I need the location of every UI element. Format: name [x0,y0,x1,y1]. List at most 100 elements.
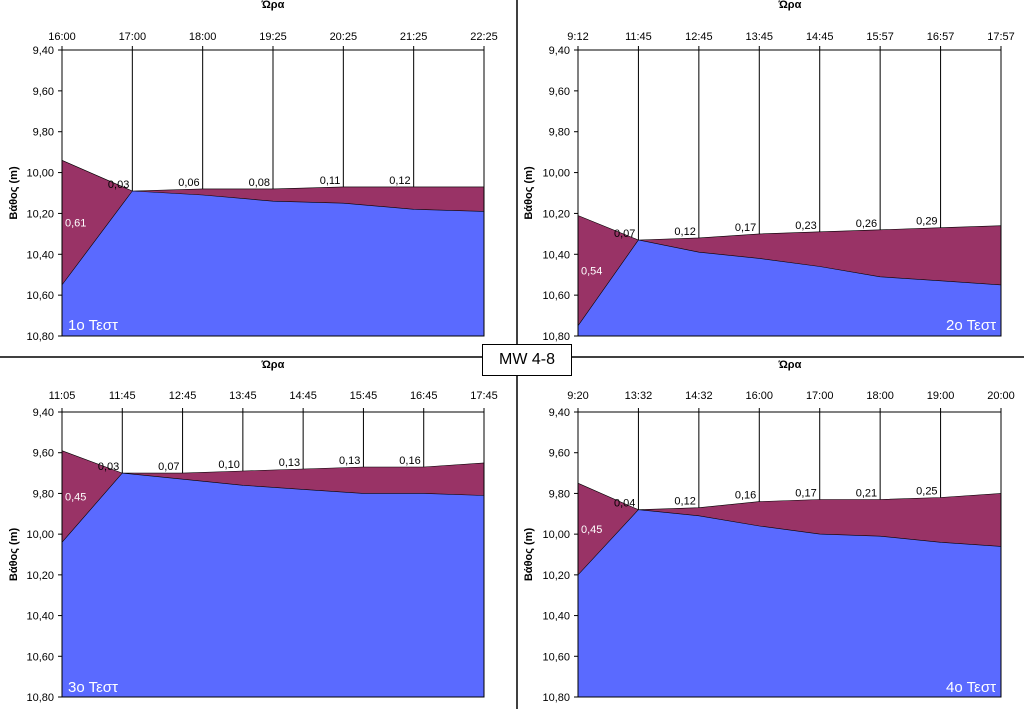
y-tick-label: 10,80 [26,331,54,343]
x-tick-label: 18:00 [866,390,894,402]
data-label: 0,61 [65,218,86,230]
x-axis-title: Ώρα [261,359,285,371]
y-tick-label: 9,60 [549,86,570,98]
y-tick-label: 10,60 [26,651,54,663]
data-label: 0,16 [399,455,420,467]
data-label: 0,04 [614,498,635,510]
data-label: 0,12 [674,496,695,508]
x-tick-label: 20:25 [330,31,358,43]
data-label: 0,03 [108,179,129,191]
data-label: 0,54 [581,266,602,278]
y-tick-label: 9,40 [33,45,54,57]
data-label: 0,16 [735,490,756,502]
x-tick-label: 22:25 [470,31,498,43]
y-tick-label: 10,20 [542,208,570,220]
x-axis-title: Ώρα [261,0,285,11]
x-tick-label: 11:45 [109,390,136,402]
y-tick-label: 9,40 [549,45,570,57]
data-label: 0,08 [249,177,270,189]
y-tick-label: 10,60 [542,290,570,302]
chart-title: 3ο Τεστ [68,679,118,696]
x-tick-label: 13:45 [229,390,257,402]
x-tick-label: 12:45 [685,31,713,43]
data-label: 0,21 [856,488,877,500]
water-area [62,191,484,336]
chart-title: 2ο Τεστ [946,317,996,334]
data-label: 0,10 [218,459,239,471]
data-label: 0,25 [916,486,937,498]
data-label: 0,13 [279,457,300,469]
x-tick-label: 17:00 [806,390,834,402]
chart-3: 9,40 9,60 9,80 10,00 10,20 10,40 10,60 10,80 11:… [8,359,498,704]
y-tick-label: 9,40 [33,407,54,419]
x-tick-label: 13:45 [746,31,774,43]
water-area [62,473,484,697]
data-label: 0,13 [339,455,360,467]
y-tick-label: 10,60 [26,290,54,302]
data-label: 0,17 [795,488,816,500]
y-tick-label: 10,40 [542,611,570,623]
y-tick-label: 9,60 [33,448,54,460]
y-tick-label: 9,40 [549,407,570,419]
data-label: 0,07 [614,228,635,240]
plot-frame [577,49,1002,337]
water-area [578,240,1001,336]
data-label: 0,06 [178,177,199,189]
water-area [578,509,1001,697]
x-tick-label: 14:45 [289,390,317,402]
data-label: 0,11 [320,175,341,187]
x-tick-label: 13:32 [625,390,653,402]
x-tick-label: 19:00 [927,390,955,402]
page-label-badge: MW 4-8 [482,344,572,376]
chart-2: 9,40 9,60 9,80 10,00 10,20 10,40 10,60 10,80 9:1… [523,0,1015,343]
x-tick-label: 16:57 [927,31,955,43]
x-tick-label: 21:25 [400,31,428,43]
data-label: 0,45 [581,524,602,536]
x-tick-label: 20:00 [987,390,1015,402]
chart-title: 4ο Τεστ [946,679,996,696]
y-tick-label: 10,40 [26,249,54,261]
y-tick-label: 9,60 [549,448,570,460]
y-tick-label: 10,00 [542,168,570,180]
data-label: 0,07 [158,461,179,473]
x-tick-label: 9:20 [567,390,588,402]
x-tick-label: 11:05 [49,390,76,402]
y-tick-label: 10,20 [26,570,54,582]
y-tick-label: 10,00 [26,529,54,541]
plot-frame [577,411,1002,698]
y-tick-label: 10,60 [542,651,570,663]
x-tick-label: 15:45 [350,390,378,402]
x-tick-label: 11:45 [625,31,652,43]
x-axis-title: Ώρα [778,0,802,11]
data-label: 0,23 [795,220,816,232]
data-label: 0,26 [856,218,877,230]
x-tick-label: 19:25 [259,31,287,43]
data-label: 0,29 [916,216,937,228]
data-label: 0,12 [674,226,695,238]
y-tick-label: 10,40 [542,249,570,261]
y-tick-label: 10,00 [542,529,570,541]
x-tick-label: 17:57 [987,31,1015,43]
y-axis-title: Βάθος (m) [523,528,535,582]
x-tick-label: 16:45 [410,390,438,402]
y-tick-label: 9,60 [33,86,54,98]
y-tick-label: 10,20 [542,570,570,582]
x-tick-label: 14:32 [685,390,713,402]
chart-1: 9,40 9,60 9,80 10,00 10,20 10,40 10,60 10,80 16:… [8,0,498,343]
y-axis-title: Βάθος (m) [8,528,20,582]
data-label: 0,45 [65,491,86,503]
y-axis-title: Βάθος (m) [8,166,20,220]
chart-title: 1ο Τεστ [68,317,118,334]
x-tick-label: 12:45 [169,390,197,402]
x-tick-label: 15:57 [866,31,894,43]
y-tick-label: 9,80 [33,488,54,500]
x-tick-label: 17:00 [119,31,147,43]
y-axis-title: Βάθος (m) [523,166,535,220]
y-tick-label: 9,80 [33,127,54,139]
chart-4: 9,40 9,60 9,80 10,00 10,20 10,40 10,60 10,80 9:2… [523,359,1015,704]
plot-frame [61,411,485,698]
y-tick-label: 10,80 [542,331,570,343]
x-tick-label: 14:45 [806,31,834,43]
y-tick-label: 10,00 [26,168,54,180]
